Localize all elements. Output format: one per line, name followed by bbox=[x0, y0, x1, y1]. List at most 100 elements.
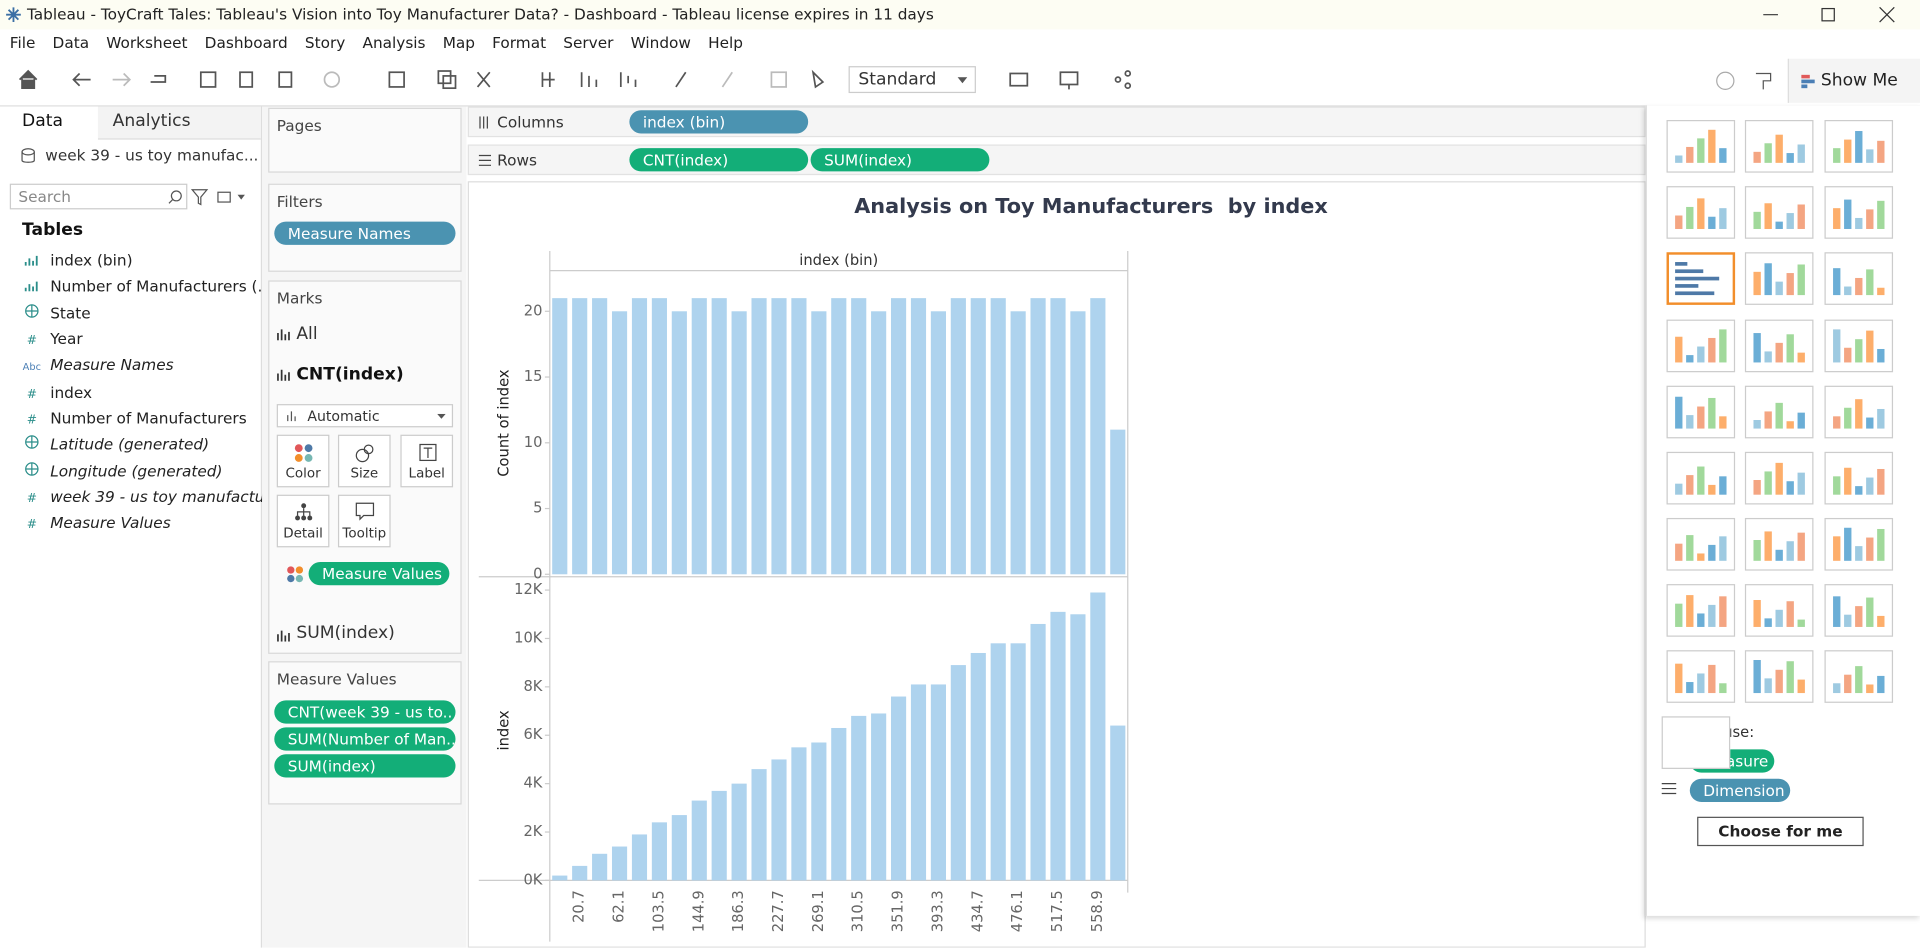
chart-type-thumbnail[interactable] bbox=[1666, 385, 1736, 439]
analytics-tab[interactable]: Analytics bbox=[97, 106, 261, 140]
menu-item[interactable]: Worksheet bbox=[106, 33, 188, 52]
encoding-pill[interactable]: Measure Values bbox=[308, 562, 450, 586]
menu-item[interactable]: Data bbox=[52, 33, 90, 52]
pages-card[interactable]: Pages bbox=[268, 107, 462, 173]
x-tick-label: 558.9 bbox=[1089, 890, 1106, 932]
search-icon bbox=[168, 190, 182, 204]
chart-type-thumbnail[interactable] bbox=[1824, 650, 1894, 703]
field[interactable]: Number of Manufacturers (... bbox=[22, 277, 272, 295]
bar bbox=[1050, 611, 1066, 881]
dropdown-arrow bbox=[437, 413, 446, 419]
menu-item[interactable]: Analysis bbox=[362, 33, 426, 52]
chart-type-thumbnail[interactable] bbox=[1666, 120, 1736, 173]
chart-type-thumbnail[interactable] bbox=[1824, 120, 1894, 173]
tooltip-button[interactable]: Tooltip bbox=[337, 494, 391, 548]
measure-pill[interactable]: SUM(Number of Man.. bbox=[274, 727, 456, 751]
chart-type-thumbnail[interactable] bbox=[1744, 186, 1814, 239]
window-controls[interactable] bbox=[1751, 2, 1910, 26]
field[interactable]: index (bin) bbox=[22, 251, 133, 269]
menu-item[interactable]: Map bbox=[442, 33, 476, 52]
menu-item[interactable]: Help bbox=[708, 33, 743, 52]
tables-heading: Tables bbox=[22, 220, 84, 241]
chart-type-thumbnail[interactable] bbox=[1744, 650, 1814, 703]
x-tick-label: 20.7 bbox=[571, 890, 588, 923]
columns-shelf[interactable]: Columns index (bin) bbox=[467, 106, 1646, 138]
field[interactable]: # index bbox=[26, 383, 93, 402]
chart-type-thumbnail[interactable] bbox=[1666, 186, 1736, 239]
x-tick-label: 103.5 bbox=[650, 890, 667, 932]
y-tick-label: 15 bbox=[524, 368, 543, 385]
toolbar-icons[interactable] bbox=[0, 56, 1641, 105]
bar bbox=[1010, 311, 1026, 575]
search-placeholder: Search bbox=[18, 187, 71, 206]
data-tab[interactable]: Data bbox=[0, 107, 98, 141]
filters-card[interactable]: Filters Measure Names bbox=[268, 183, 462, 272]
menu-item[interactable]: File bbox=[9, 33, 36, 52]
bar bbox=[1110, 725, 1126, 881]
chart-type-thumbnail[interactable] bbox=[1824, 252, 1894, 305]
field[interactable]: Latitude (generated) bbox=[22, 435, 209, 453]
chart-type-thumbnail[interactable] bbox=[1666, 252, 1736, 305]
x-tick-label: 434.7 bbox=[969, 890, 986, 932]
menu-item[interactable]: Window bbox=[630, 33, 691, 52]
rows-shelf[interactable]: Rows CNT(index) SUM(index) bbox=[467, 144, 1646, 176]
chart-type-thumbnail[interactable] bbox=[1666, 584, 1736, 637]
show-me-button[interactable]: Show Me bbox=[1787, 58, 1920, 103]
field[interactable]: # week 39 - us toy manufactu... bbox=[26, 487, 280, 506]
chart-type-thumbnail[interactable] bbox=[1666, 517, 1736, 571]
chart-type-thumbnail[interactable] bbox=[1666, 319, 1736, 373]
chart-type-thumbnail[interactable] bbox=[1824, 319, 1894, 373]
chart-type-thumbnail[interactable] bbox=[1824, 385, 1894, 439]
menu-item[interactable]: Server bbox=[563, 33, 614, 52]
mark-type-dropdown[interactable]: Automatic bbox=[276, 404, 454, 428]
measure-pill[interactable]: SUM(index) bbox=[274, 754, 456, 778]
chart-type-thumbnail[interactable] bbox=[1824, 517, 1894, 571]
chart-type-thumbnail[interactable] bbox=[1744, 385, 1814, 439]
row-pill[interactable]: CNT(index) bbox=[629, 148, 809, 172]
chart-type-thumbnail[interactable] bbox=[1666, 451, 1736, 505]
chart-type-thumbnail[interactable] bbox=[1744, 584, 1814, 637]
chart-type-thumbnail[interactable] bbox=[1744, 517, 1814, 571]
field[interactable]: Abc Measure Names bbox=[22, 355, 174, 374]
chart-type-thumbnail[interactable] bbox=[1824, 186, 1894, 239]
choose-for-me-button[interactable]: Choose for me bbox=[1697, 816, 1864, 847]
chart-type-thumbnail[interactable] bbox=[1744, 319, 1814, 373]
color-button[interactable]: Color bbox=[276, 434, 330, 488]
menu-item[interactable]: Format bbox=[492, 33, 547, 52]
field[interactable]: # Measure Values bbox=[26, 513, 171, 532]
y-tick-label: 0 bbox=[533, 565, 542, 582]
card-title: Filters bbox=[276, 192, 323, 211]
data-source[interactable]: week 39 - us toy manufac... bbox=[45, 145, 259, 165]
measure-pill[interactable]: CNT(week 39 - us to.. bbox=[274, 700, 456, 724]
toolbar-right-icons[interactable] bbox=[1712, 67, 1785, 94]
filter-pill[interactable]: Measure Names bbox=[274, 221, 456, 245]
fit-dropdown[interactable]: Standard bbox=[848, 66, 976, 94]
field[interactable]: Longitude (generated) bbox=[22, 462, 222, 480]
row-pill[interactable]: SUM(index) bbox=[810, 148, 990, 172]
mark-type-icon bbox=[287, 411, 296, 422]
x-tick-label: 476.1 bbox=[1009, 890, 1026, 932]
detail-button[interactable]: Detail bbox=[276, 494, 330, 548]
chart-type-thumbnail[interactable] bbox=[1744, 451, 1814, 505]
menu-item[interactable]: Dashboard bbox=[204, 33, 288, 52]
marks-layer[interactable]: CNT(index) bbox=[296, 364, 404, 385]
field[interactable]: # Year bbox=[26, 329, 83, 348]
size-button[interactable]: Size bbox=[337, 434, 391, 488]
search-box[interactable]: Search bbox=[9, 183, 188, 210]
marks-layer[interactable]: All bbox=[296, 324, 318, 345]
chart-type-thumbnail[interactable] bbox=[1744, 120, 1814, 173]
chart-type-thumbnail[interactable] bbox=[1824, 451, 1894, 505]
field[interactable]: State bbox=[22, 304, 91, 322]
label-button[interactable]: Label bbox=[400, 434, 454, 488]
fit-label: Standard bbox=[858, 69, 937, 90]
field[interactable]: # Number of Manufacturers bbox=[26, 408, 247, 428]
column-pill[interactable]: index (bin) bbox=[629, 110, 809, 134]
chart-type-thumbnail[interactable] bbox=[1744, 252, 1814, 305]
pane-tools[interactable] bbox=[191, 187, 252, 207]
menu-item[interactable]: Story bbox=[304, 33, 346, 52]
chart-type-thumbnail[interactable] bbox=[1666, 650, 1736, 703]
chart-type-thumbnail[interactable] bbox=[1661, 716, 1731, 769]
bar bbox=[1030, 298, 1046, 575]
chart-type-thumbnail[interactable] bbox=[1824, 584, 1894, 637]
marks-layer[interactable]: SUM(index) bbox=[296, 623, 395, 643]
